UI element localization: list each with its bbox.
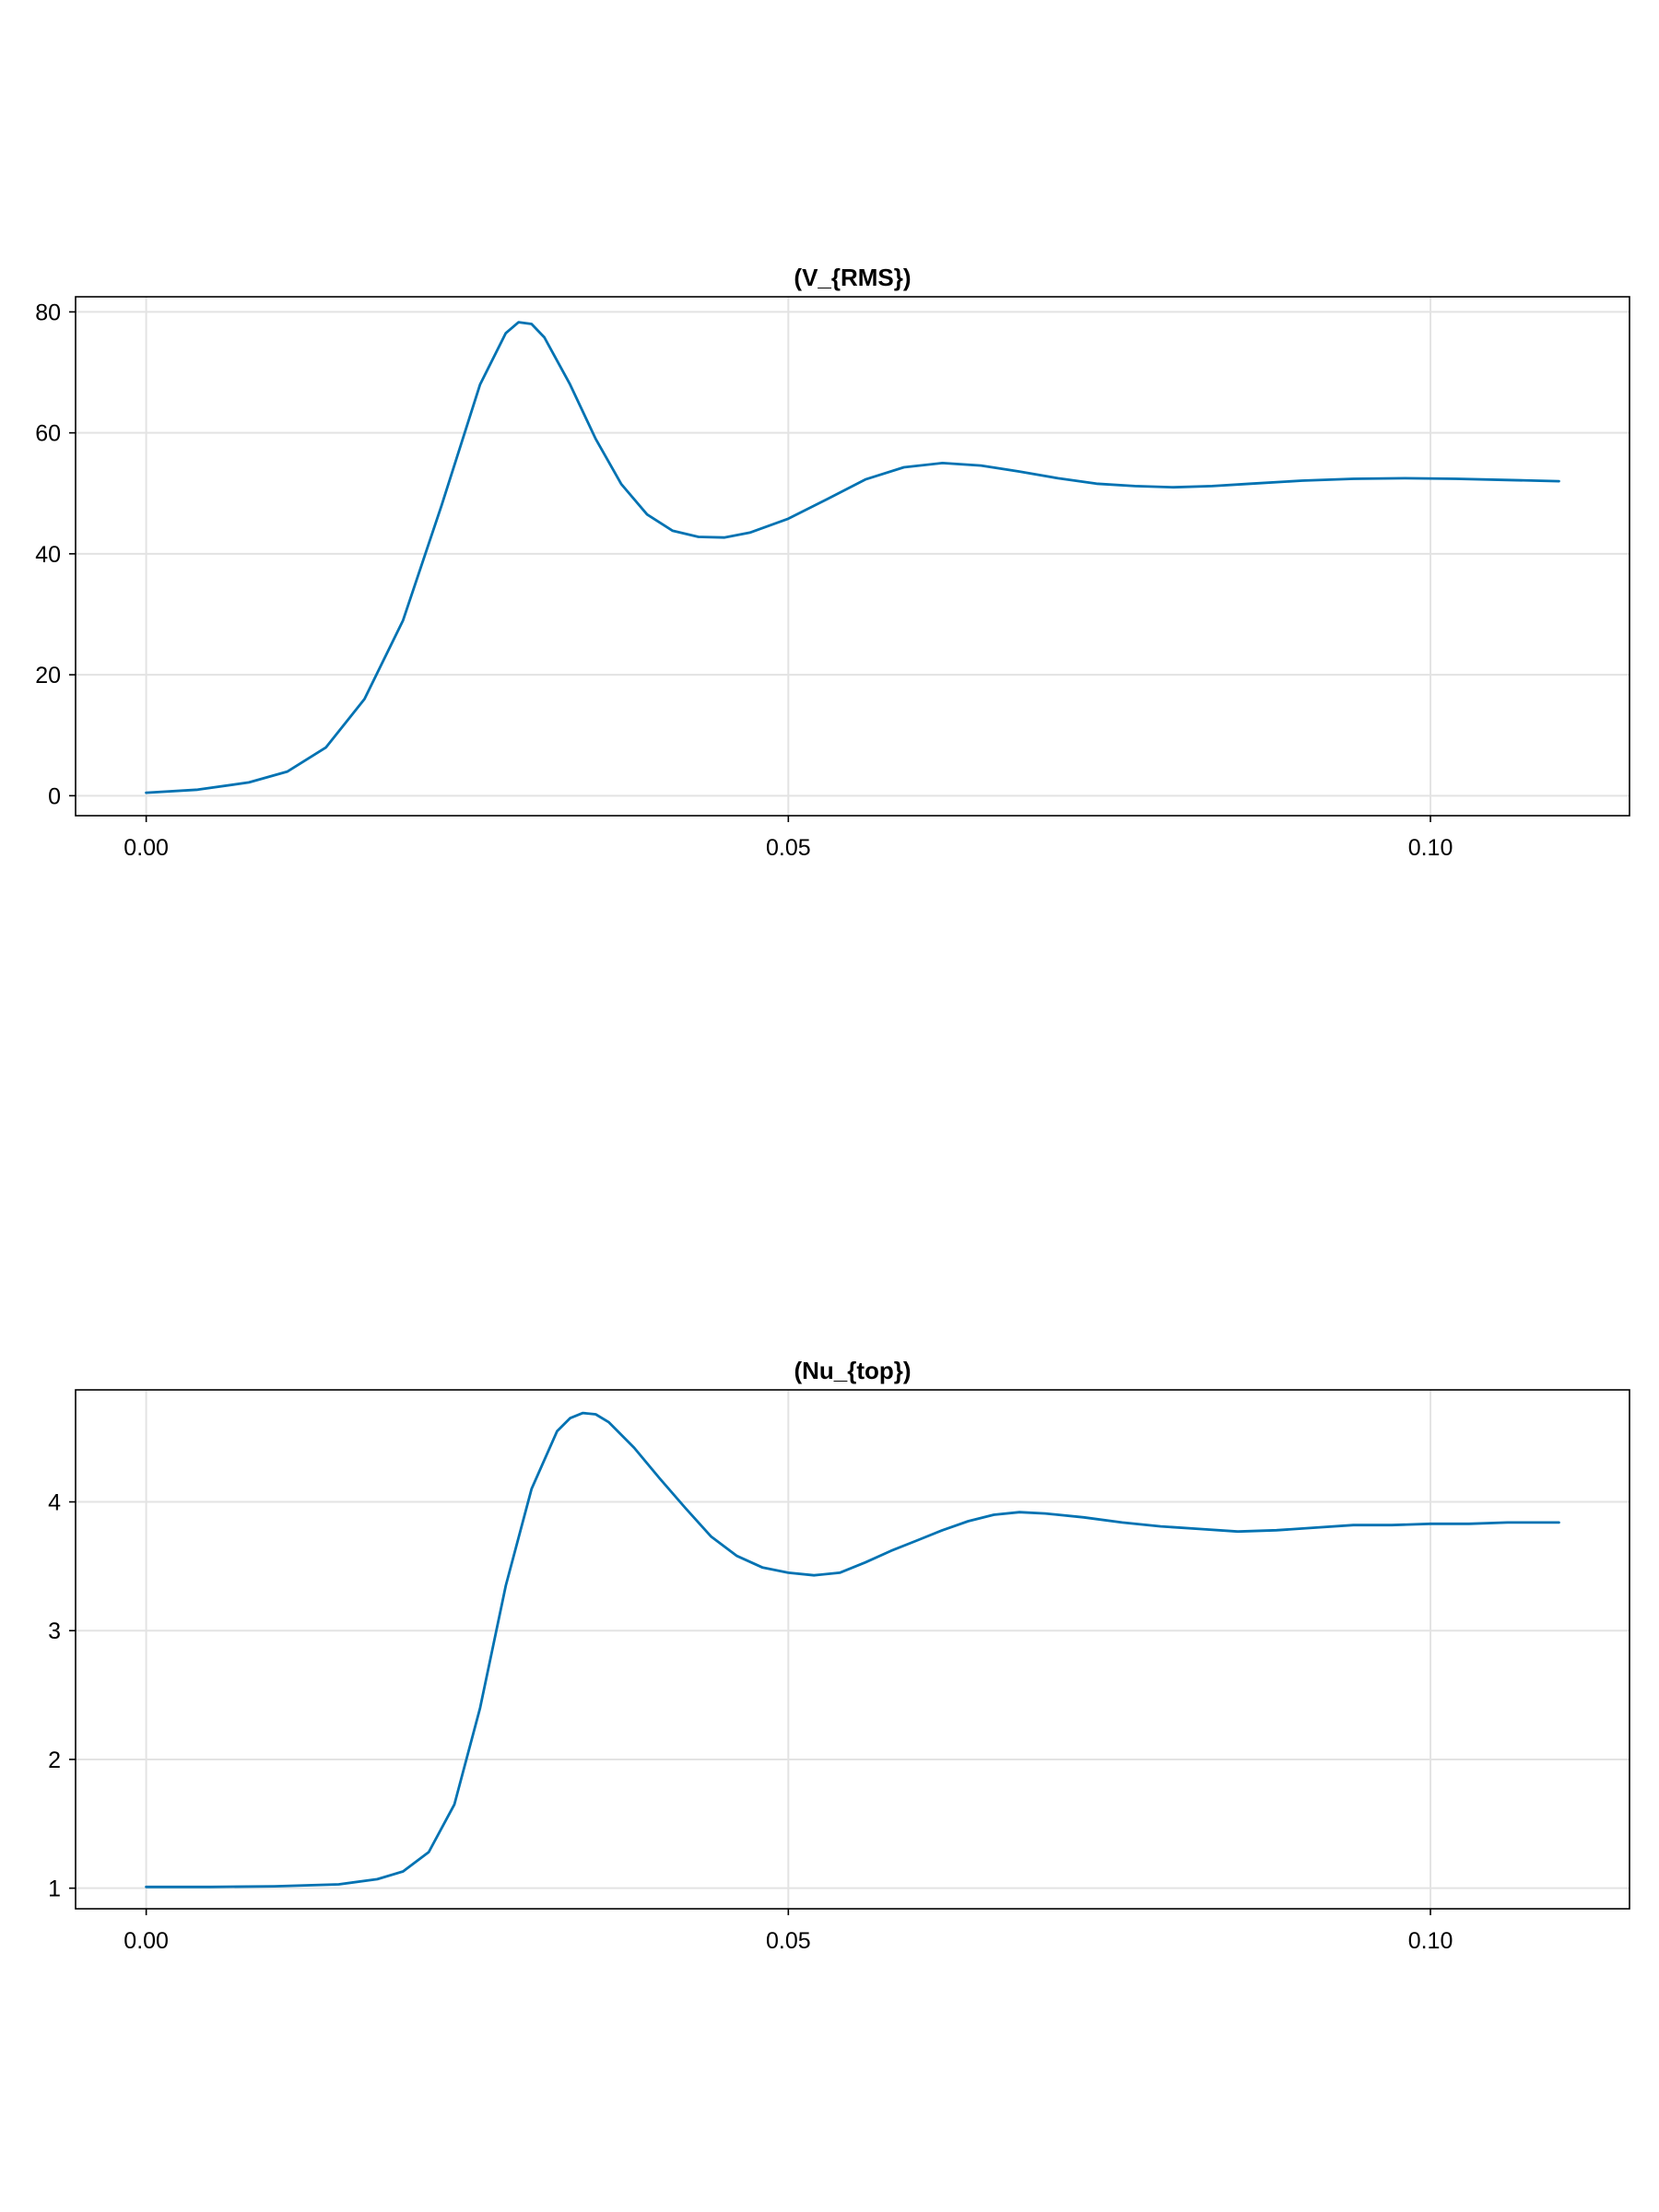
vrms-ytick-label: 80 xyxy=(35,300,61,325)
nu-top-xtick-label: 0.05 xyxy=(766,1928,811,1954)
nu-top-chart-title: (Nu_{top}) xyxy=(794,1357,911,1384)
nu-top-panel: 0.00 0.05 0.10 1 2 3 4 (Nu_{top}) xyxy=(48,1357,1630,1954)
vrms-xtick-label: 0.10 xyxy=(1408,835,1453,861)
nu-top-xtick-label: 0.10 xyxy=(1408,1928,1453,1954)
nu-top-xtick-label: 0.00 xyxy=(124,1928,169,1954)
vrms-ytick-label: 60 xyxy=(35,421,61,447)
vrms-series-line xyxy=(145,321,1560,794)
nu-top-ytick-label: 3 xyxy=(48,1618,61,1644)
vrms-panel: 0.00 0.05 0.10 0 20 40 60 80 (V_{RMS}) xyxy=(35,264,1630,861)
nu-top-axes-frame xyxy=(75,1389,1630,1910)
vrms-series-layer xyxy=(145,321,1560,794)
nu-top-ytick-label: 1 xyxy=(48,1877,61,1902)
vrms-chart-title: (V_{RMS}) xyxy=(794,264,911,291)
nu-top-ticks: 0.00 0.05 0.10 1 2 3 4 xyxy=(48,1490,1453,1954)
vrms-ytick-label: 40 xyxy=(35,542,61,568)
vrms-ytick-label: 20 xyxy=(35,663,61,688)
nu-top-ytick-label: 2 xyxy=(48,1747,61,1773)
vrms-xtick-label: 0.05 xyxy=(766,835,811,861)
vrms-ticks: 0.00 0.05 0.10 0 20 40 60 80 xyxy=(35,300,1453,861)
vrms-axes-frame xyxy=(75,296,1630,817)
nu-top-series-layer xyxy=(145,1411,1560,1888)
vrms-grid xyxy=(76,297,1630,816)
vrms-xtick-label: 0.00 xyxy=(124,835,169,861)
vrms-ytick-label: 0 xyxy=(48,783,61,809)
nu-top-ytick-label: 4 xyxy=(48,1490,61,1516)
nu-top-series-line xyxy=(145,1411,1560,1888)
nu-top-grid xyxy=(76,1390,1630,1909)
